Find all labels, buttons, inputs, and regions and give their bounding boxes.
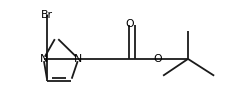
Text: O: O [125,19,134,29]
Text: N: N [74,54,83,64]
Text: Br: Br [41,10,53,20]
Text: O: O [154,54,162,64]
Text: N: N [39,54,48,64]
